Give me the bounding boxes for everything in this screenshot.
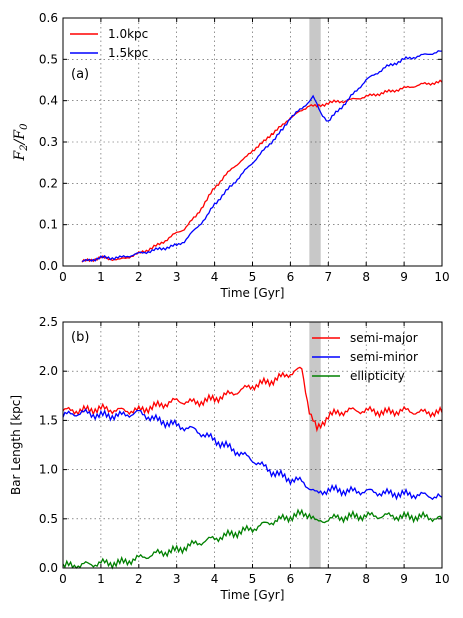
y-tick-label: 2.5 [39, 315, 58, 329]
x-tick-label: 6 [287, 270, 295, 284]
series-line-semi-major [62, 366, 443, 433]
x-tick-label: 3 [173, 270, 181, 284]
y-tick-label: 0.5 [39, 512, 58, 526]
x-tick-label: 8 [362, 270, 370, 284]
y-tick-label: 0.1 [39, 218, 58, 232]
y-axis-label: Bar Length [kpc] [9, 395, 23, 495]
y-tick-label: 0.4 [39, 94, 58, 108]
x-tick-label: 10 [434, 572, 449, 586]
x-tick-label: 2 [135, 572, 143, 586]
series-line-1-5kpc [81, 50, 442, 262]
y-tick-label: 1.0 [39, 463, 58, 477]
panel-b: 0 1 2 3 4 5 6 7 8 9 10 0.0 0.5 1.0 1.5 2.0 2.5 (b) semi-ma… [9, 315, 450, 602]
y-tick-label: 0.0 [39, 259, 58, 273]
panel-label: (b) [71, 330, 89, 345]
y-tick-label: 0.5 [39, 52, 58, 66]
x-tick-label: 1 [97, 572, 105, 586]
x-tick-label: 9 [400, 270, 408, 284]
x-axis-label: Time [Gyr] [220, 588, 285, 602]
x-tick-label: 10 [434, 270, 449, 284]
series-line-semi-minor [62, 408, 443, 501]
panel-label: (a) [71, 67, 89, 82]
legend-label: 1.0kpc [108, 27, 148, 41]
x-tick-label: 5 [249, 572, 257, 586]
panel-a: 0 1 2 3 4 5 6 7 8 9 10 0.0 0.1 0.2 0.3 0.4 0.5 0.6 (a) 1.0k… [12, 11, 450, 300]
plot-frame [62, 321, 443, 569]
x-tick-label: 7 [324, 270, 332, 284]
x-tick-label: 4 [211, 270, 219, 284]
x-tick-label: 8 [362, 572, 370, 586]
y-tick-label: 0.2 [39, 176, 58, 190]
y-tick-label: 0.6 [39, 11, 58, 25]
x-tick-label: 4 [211, 572, 219, 586]
x-tick-label: 5 [249, 270, 257, 284]
x-tick-label: 1 [97, 270, 105, 284]
y-axis-label: F2/F0 [12, 123, 30, 162]
shaded-band [309, 322, 321, 568]
y-tick-label: 2.0 [39, 364, 58, 378]
legend-label: semi-minor [350, 350, 418, 364]
x-tick-label: 0 [59, 572, 67, 586]
x-tick-label: 9 [400, 572, 408, 586]
y-tick-label: 0.0 [39, 561, 58, 575]
series-line-1-0kpc [81, 79, 443, 263]
x-tick-label: 6 [287, 572, 295, 586]
legend-label: 1.5kpc [108, 46, 148, 60]
y-tick-label: 0.3 [39, 135, 58, 149]
x-axis-label: Time [Gyr] [220, 286, 285, 300]
x-tick-label: 3 [173, 572, 181, 586]
x-tick-label: 7 [324, 572, 332, 586]
legend-label: ellipticity [350, 369, 405, 383]
x-tick-label: 0 [59, 270, 67, 284]
y-tick-label: 1.5 [39, 413, 58, 427]
legend-label: semi-major [350, 331, 418, 345]
series-line-ellipticity [62, 508, 443, 570]
plot-frame [62, 17, 443, 267]
x-tick-label: 2 [135, 270, 143, 284]
